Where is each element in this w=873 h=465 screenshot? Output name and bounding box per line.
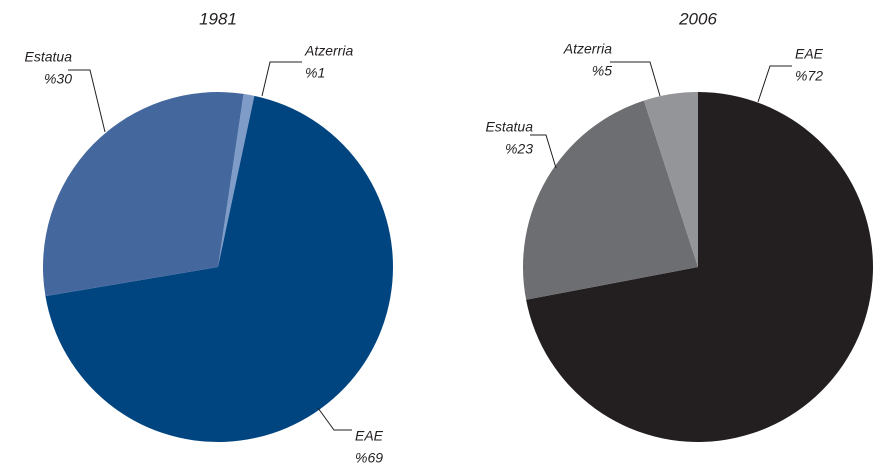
slice-value-label: %72	[795, 68, 823, 84]
slice-label: Estatua	[486, 119, 534, 135]
leader-line	[317, 407, 352, 431]
leader-line	[261, 61, 302, 97]
chart-title: 2006	[678, 9, 717, 28]
slice-value-label: %5	[592, 63, 612, 79]
leader-line	[610, 61, 661, 97]
slice-label: EAE	[795, 46, 824, 62]
leader-line	[757, 65, 792, 103]
slice-label: Atzerria	[304, 43, 353, 59]
pie-slice	[218, 93, 255, 267]
slice-value-label: %69	[355, 450, 383, 465]
pie-slice	[643, 92, 698, 267]
pie-slice	[526, 92, 873, 442]
slice-label: Estatua	[25, 49, 73, 65]
slice-value-label: %23	[505, 141, 533, 157]
leader-line	[530, 134, 557, 169]
leader-line	[68, 69, 106, 133]
chart-title: 1981	[199, 9, 237, 28]
slice-value-label: %1	[305, 65, 325, 81]
slice-label: Atzerria	[563, 41, 612, 57]
pie-slice	[523, 100, 698, 300]
pie-slice	[45, 95, 393, 443]
slice-label: EAE	[355, 428, 384, 444]
pie-slice	[42, 91, 244, 297]
slice-value-label: %30	[44, 71, 72, 87]
